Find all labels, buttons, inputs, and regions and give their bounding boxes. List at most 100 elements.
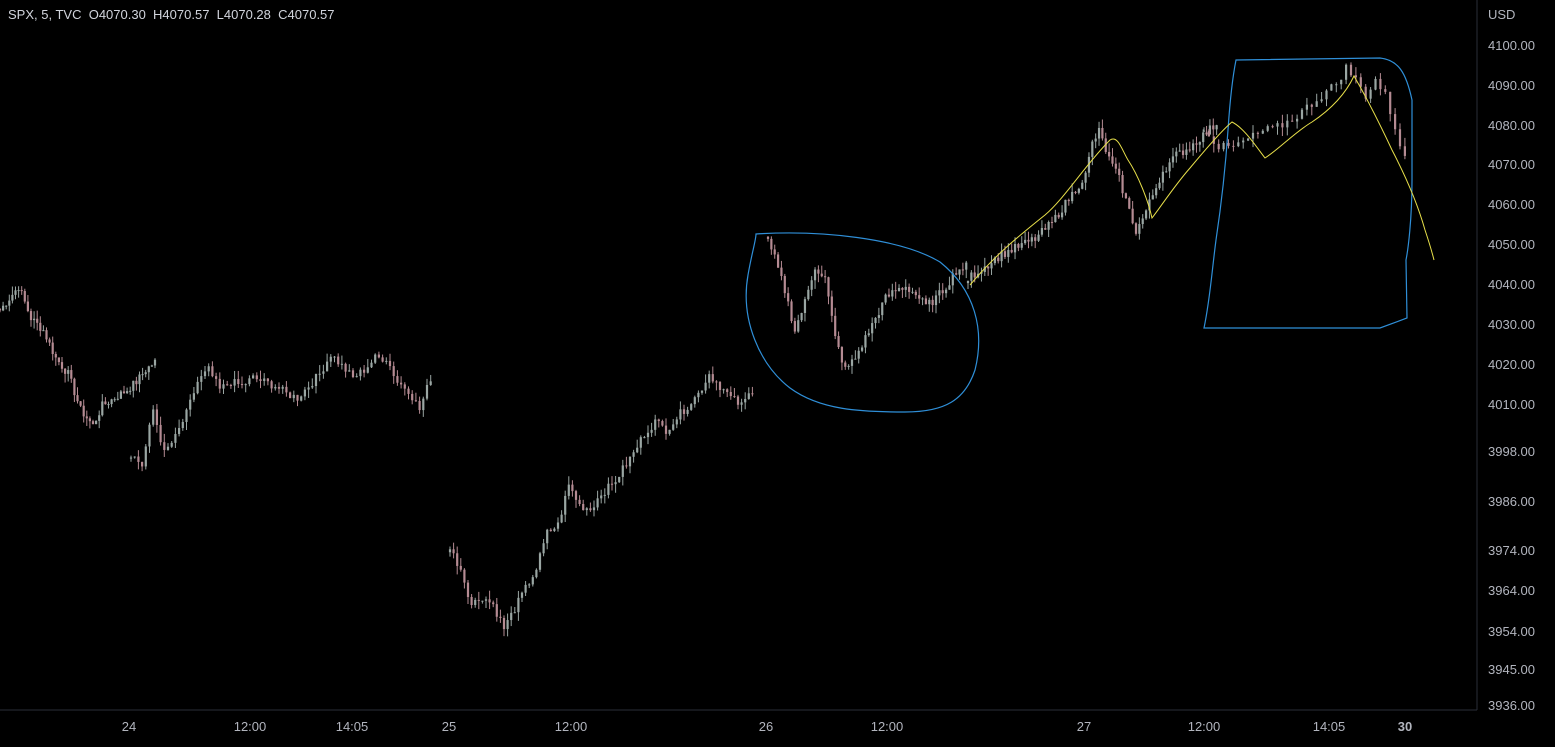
- candle-body: [1037, 234, 1040, 241]
- candle-body: [941, 290, 944, 294]
- candle-body: [1212, 125, 1215, 130]
- candle-body: [661, 421, 664, 426]
- candle-body: [207, 366, 210, 372]
- price-tick-label: 3998.00: [1488, 444, 1535, 459]
- candle-body: [787, 293, 790, 302]
- candle-body: [1345, 64, 1348, 80]
- candle-body: [366, 367, 369, 373]
- candle-body: [817, 269, 820, 274]
- candle-body: [11, 294, 14, 301]
- candle-body: [783, 276, 786, 294]
- candle-body: [965, 262, 968, 270]
- candle-body: [474, 599, 477, 606]
- candle-body: [418, 400, 421, 411]
- candle-body: [181, 421, 184, 429]
- candle-body: [237, 379, 240, 385]
- candle-body: [163, 442, 166, 450]
- candle-body: [1131, 208, 1134, 224]
- price-axis[interactable]: 4100.00 4090.00 4080.00 4070.00 4060.00 4050.…: [1488, 38, 1535, 713]
- candle-body: [697, 392, 700, 398]
- candle-body: [560, 514, 563, 523]
- candle-body: [668, 429, 671, 434]
- price-tick-label: 4060.00: [1488, 197, 1535, 212]
- candle-body: [546, 529, 549, 544]
- blue-box-drawing[interactable]: [1203, 57, 1413, 329]
- candle-body: [628, 456, 632, 467]
- candle-body: [311, 386, 314, 388]
- candle-body: [1256, 132, 1259, 134]
- candle-body: [1349, 64, 1353, 76]
- candle-body: [488, 599, 491, 603]
- candle-body: [1198, 142, 1201, 145]
- blue-ellipse-drawing[interactable]: [745, 232, 980, 413]
- candle-body: [1148, 199, 1151, 211]
- candle-body: [987, 266, 990, 269]
- candle-body: [381, 357, 384, 362]
- candle-body: [990, 263, 993, 269]
- candle-body: [185, 409, 188, 422]
- candle-body: [797, 320, 800, 332]
- candle-body: [1217, 143, 1220, 150]
- candle-body: [255, 375, 258, 380]
- candle-body: [1202, 130, 1206, 132]
- candle-body: [776, 254, 780, 268]
- candle-body: [48, 339, 51, 343]
- candle-body: [582, 504, 585, 511]
- candle-body: [244, 384, 247, 386]
- price-tick-label: 3964.00: [1488, 583, 1535, 598]
- candle-body: [155, 409, 158, 425]
- candle-body: [904, 286, 907, 290]
- candle-body: [744, 398, 747, 403]
- candle-body: [897, 287, 901, 292]
- candle-body: [159, 424, 162, 443]
- candle-body: [877, 315, 880, 318]
- candle-body: [693, 397, 696, 405]
- candle-body: [850, 359, 854, 366]
- candle-body: [2, 305, 5, 311]
- candle-body: [887, 294, 891, 297]
- candle-body: [672, 424, 675, 430]
- candle-body: [76, 395, 79, 402]
- time-axis[interactable]: 24 12:00 14:05 25 12:00 26 12:00 27 12:00 14:05 30: [122, 719, 1412, 734]
- candle-body: [64, 368, 67, 374]
- candle-body: [348, 370, 351, 372]
- candle-body: [1251, 132, 1255, 139]
- symbol-label: SPX, 5, TVC: [8, 7, 82, 22]
- candle-body: [931, 299, 934, 306]
- price-tick-label: 4050.00: [1488, 237, 1535, 252]
- yellow-trend-drawing[interactable]: [969, 74, 1435, 286]
- candle-body: [45, 330, 48, 340]
- candle-body: [502, 617, 506, 630]
- candle-body: [178, 428, 181, 434]
- candle-body: [928, 299, 931, 305]
- candle-body: [189, 399, 192, 410]
- candle-body: [715, 381, 718, 383]
- candle-body: [803, 299, 807, 313]
- drawings-layer: [745, 57, 1435, 413]
- candle-body: [113, 399, 116, 401]
- candle-body: [542, 543, 545, 554]
- candle-body: [144, 372, 147, 375]
- candle-body: [57, 357, 60, 363]
- candles-layer: [0, 62, 1406, 637]
- candle-body: [951, 273, 954, 286]
- candle-body: [166, 446, 170, 450]
- candle-body: [222, 384, 225, 389]
- candle-body: [944, 289, 948, 294]
- candle-body: [800, 312, 803, 321]
- candle-body: [1165, 171, 1168, 173]
- candle-body: [1354, 75, 1357, 78]
- candle-body: [733, 396, 736, 398]
- open-value: O4070.30: [88, 7, 146, 22]
- candle-body: [1340, 79, 1343, 85]
- candle-body: [1320, 99, 1323, 102]
- low-value: L4070.28: [216, 7, 271, 22]
- candle-body: [466, 582, 470, 598]
- candle-body: [567, 484, 570, 496]
- candle-body: [1081, 182, 1084, 189]
- candle-body: [270, 381, 273, 389]
- candle-body: [1300, 109, 1304, 119]
- candle-body: [470, 597, 473, 606]
- candle-body: [654, 419, 657, 430]
